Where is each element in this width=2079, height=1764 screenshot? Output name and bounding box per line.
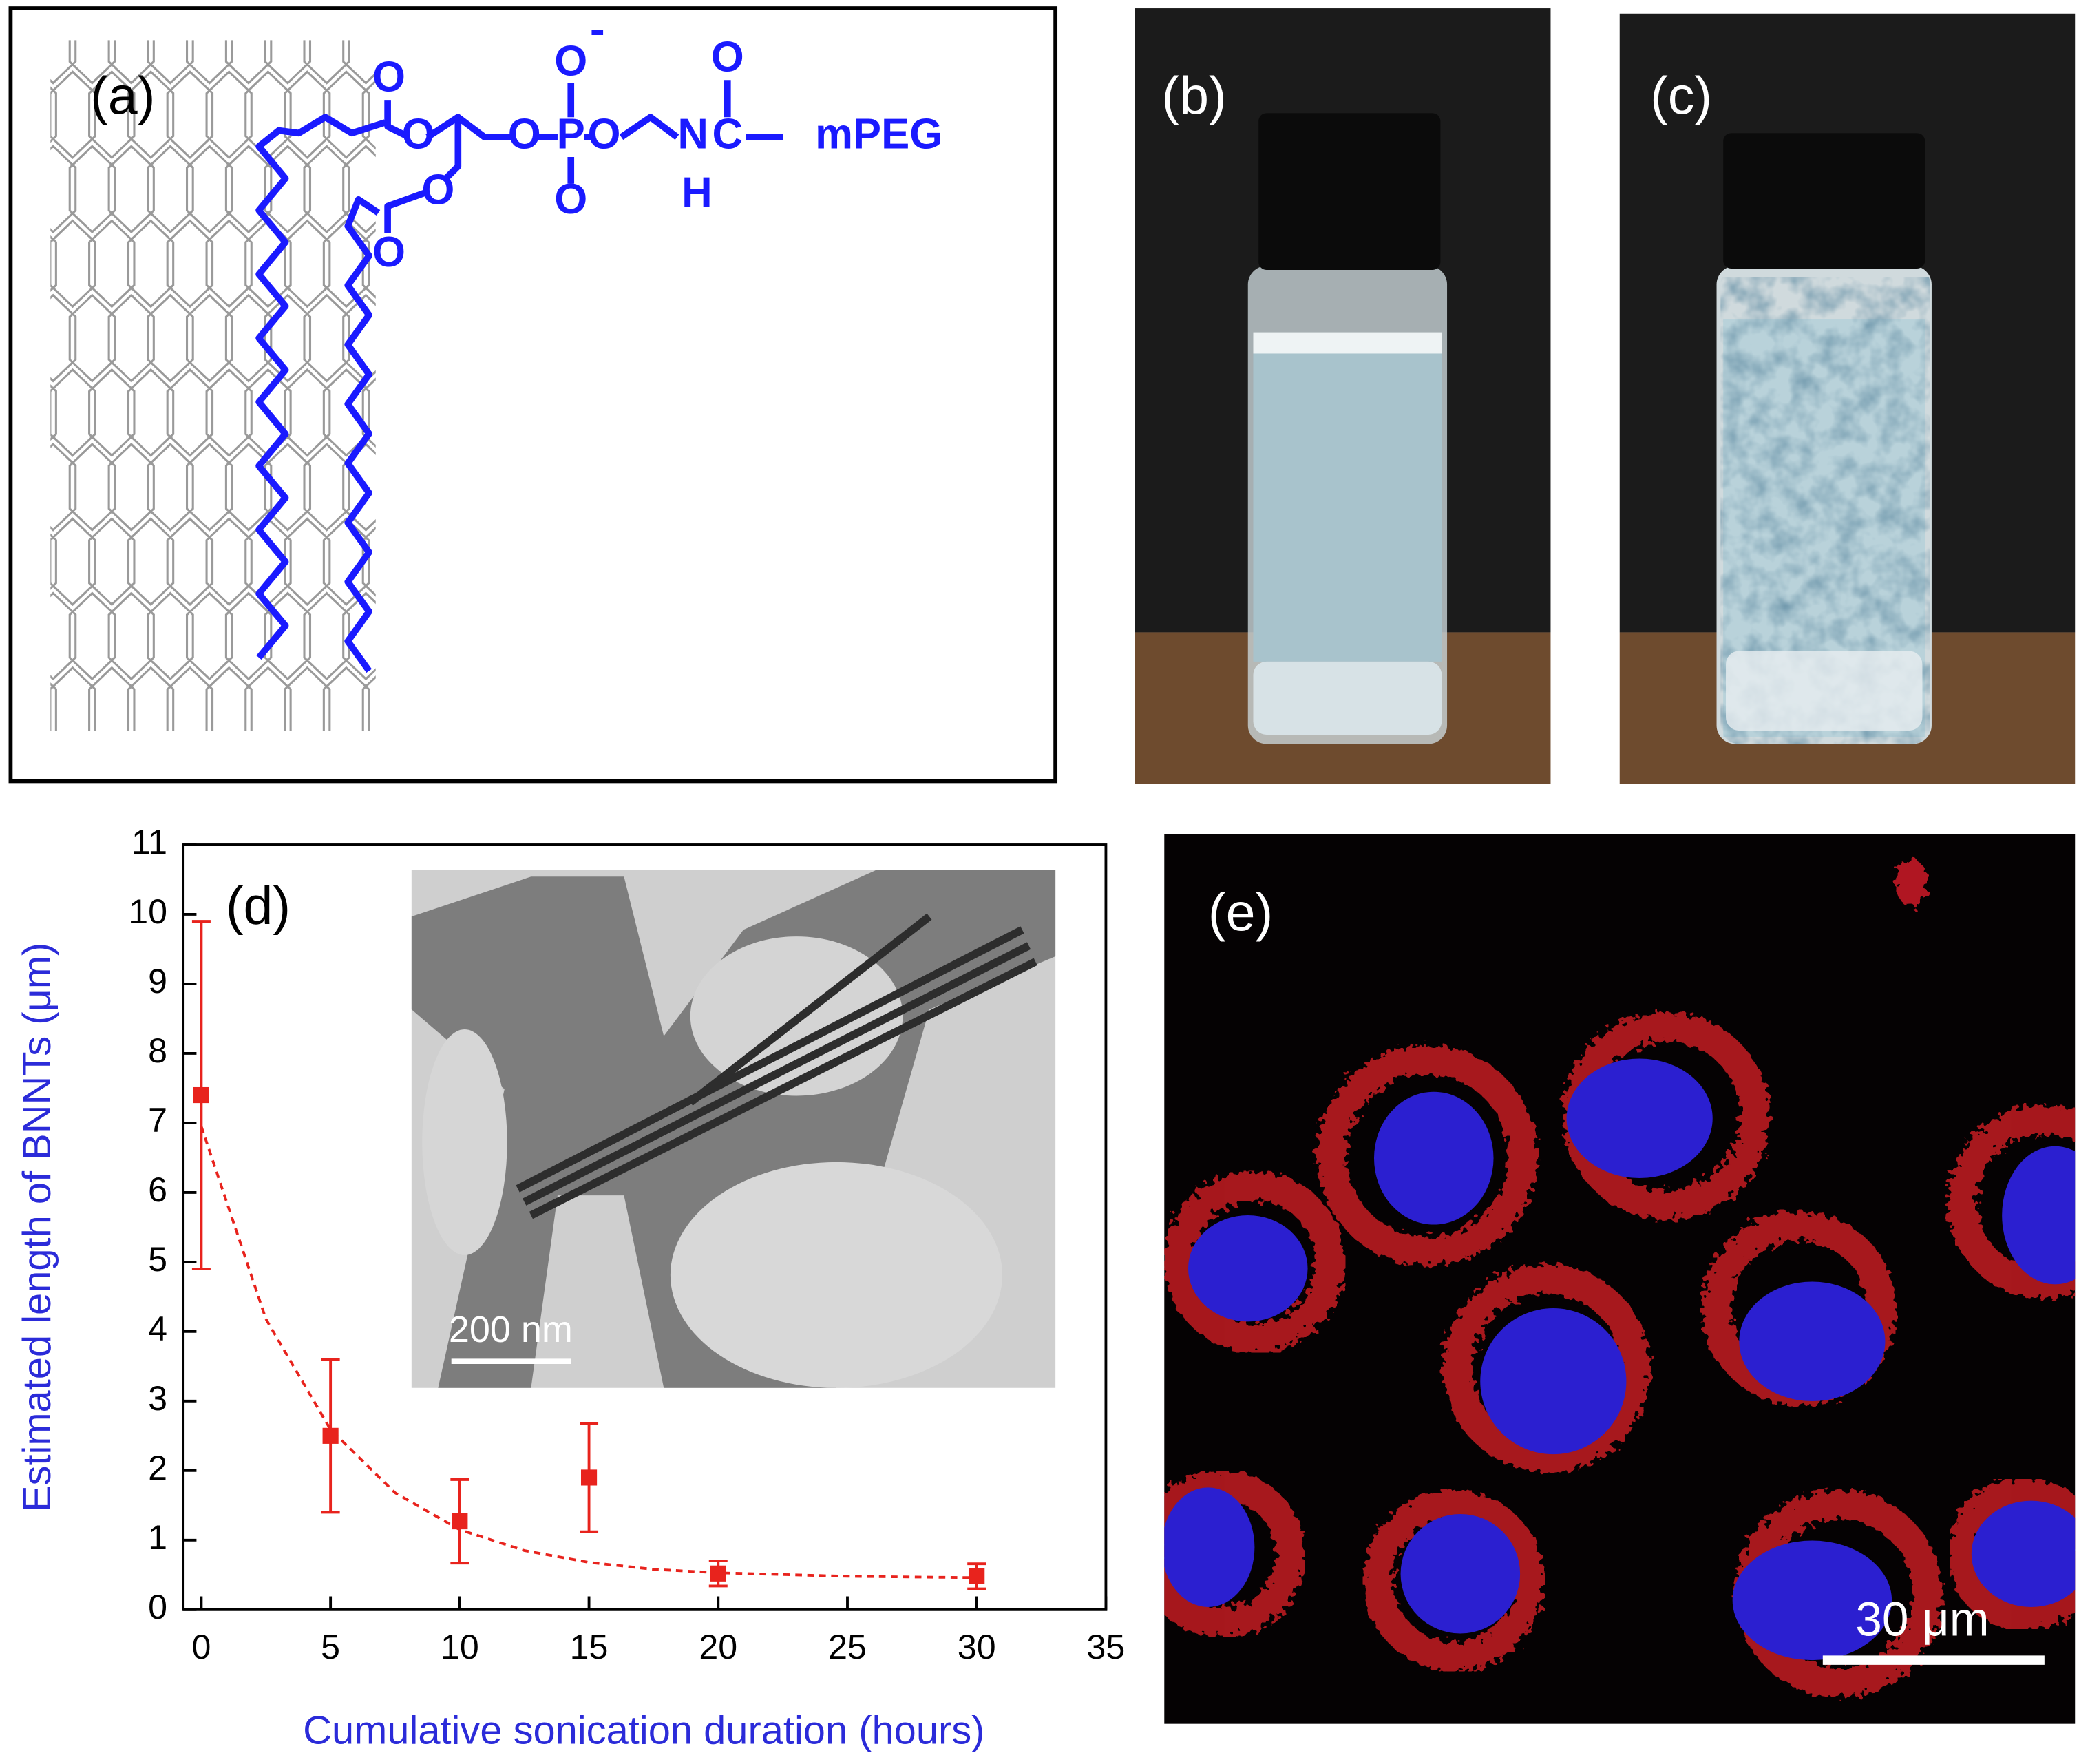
- chain: [255, 114, 386, 660]
- atom-label: P: [557, 110, 585, 158]
- panel-d: 200 nm (d) Cumulative sonication duratio…: [15, 823, 1125, 1752]
- cell-nucleus: [1480, 1308, 1627, 1455]
- atom-label: O: [508, 110, 541, 158]
- panel-label: (d): [226, 876, 291, 936]
- panel-e: 30 μm (e): [1164, 834, 2076, 1724]
- cell-nucleus: [1373, 1091, 1494, 1225]
- x-tick-label: 35: [1087, 1628, 1126, 1666]
- cell-membrane: [1443, 1264, 1651, 1472]
- atom-label: O: [372, 229, 405, 276]
- cell-membrane: [1363, 1490, 1544, 1671]
- vial-liquid: [1253, 348, 1442, 662]
- y-tick-label: 2: [148, 1449, 167, 1487]
- y-tick-label: 8: [148, 1031, 167, 1070]
- atom-label: O: [421, 166, 454, 213]
- lattice-hexagons: [50, 40, 376, 731]
- vial-cap: [1723, 133, 1925, 269]
- x-tick-label: 25: [828, 1628, 867, 1666]
- vial-bottom: [1726, 651, 1923, 731]
- x-axis-label: Cumulative sonication duration (hours): [303, 1708, 984, 1752]
- atom-label: O: [401, 110, 434, 158]
- cell-nucleus: [1732, 1540, 1892, 1661]
- vial-bottom: [1253, 661, 1442, 735]
- cell-nucleus: [1971, 1500, 2076, 1607]
- panel-label: (c): [1650, 67, 1712, 126]
- atom-label: mPEG: [815, 110, 942, 158]
- y-tick-label: 7: [148, 1101, 167, 1140]
- atom-label: H: [682, 169, 713, 216]
- x-tick-label: 5: [321, 1628, 340, 1666]
- data-point: [193, 1086, 209, 1104]
- x-tick-label: 30: [958, 1628, 996, 1666]
- bonds: [425, 114, 511, 140]
- y-tick-label: 10: [129, 892, 167, 931]
- charge-label: -: [590, 3, 605, 54]
- y-tick-label: 11: [131, 823, 167, 861]
- inset-hole: [422, 1029, 507, 1255]
- panel-frame: [8, 6, 1058, 784]
- panel-label: (e): [1208, 883, 1273, 943]
- atom-label: N: [677, 110, 708, 158]
- meniscus: [1253, 332, 1442, 354]
- cell-nucleus: [1188, 1215, 1308, 1322]
- x-tick-label: 0: [191, 1628, 211, 1666]
- data-point: [710, 1565, 726, 1582]
- cell-membrane: [1948, 1476, 2076, 1631]
- cell-membrane: [1164, 1470, 1305, 1638]
- y-tick-label: 3: [148, 1379, 167, 1418]
- lipid-chains: [255, 80, 783, 673]
- panel-label: (b): [1161, 67, 1226, 126]
- atom-label: O: [554, 37, 587, 85]
- chain: [344, 196, 381, 673]
- y-tick-label: 6: [148, 1170, 167, 1209]
- y-tick-label: 0: [148, 1588, 167, 1626]
- data-point: [322, 1427, 339, 1444]
- data-point: [452, 1513, 468, 1530]
- y-tick-label: 1: [148, 1518, 167, 1557]
- tem-inset: 200 nm: [411, 870, 1056, 1388]
- atom-label: O: [587, 110, 620, 158]
- cell-nucleus: [1164, 1487, 1255, 1607]
- data-point: [969, 1568, 985, 1584]
- red-spot: [1895, 859, 1928, 907]
- bonds: [384, 100, 411, 140]
- scale-bar-label: 30 μm: [1855, 1592, 1989, 1646]
- atom-label: O: [372, 53, 405, 101]
- panel-c: (c): [1619, 13, 2076, 784]
- bonds: [384, 189, 426, 233]
- fit-curve: [200, 1126, 977, 1579]
- plot-frame: [182, 843, 1108, 1611]
- x-tick-label: 20: [699, 1628, 737, 1666]
- inset-hole: [670, 1162, 1003, 1388]
- data-point: [580, 1469, 598, 1486]
- cell-membrane: [1948, 1105, 2076, 1299]
- bonds: [619, 114, 679, 140]
- bonds: [442, 117, 462, 182]
- cell-membrane: [1164, 1171, 1345, 1352]
- vial-cap: [1258, 113, 1441, 270]
- cell-nucleus: [1400, 1513, 1521, 1634]
- y-tick-label: 9: [148, 962, 167, 1000]
- cell-nucleus: [1566, 1058, 1713, 1179]
- panel-b: (b): [1135, 8, 1551, 784]
- nanotube-lattice: [50, 40, 376, 731]
- cells: [1164, 859, 2076, 1698]
- panel-label: (a): [90, 67, 155, 126]
- atom-label: O: [554, 176, 587, 223]
- y-tick-label: 5: [148, 1240, 167, 1279]
- cell-nucleus: [1739, 1281, 1886, 1402]
- x-tick-label: 10: [441, 1628, 479, 1666]
- cell-nucleus: [2002, 1146, 2076, 1285]
- x-tick-label: 15: [570, 1628, 609, 1666]
- atom-label: O: [711, 34, 744, 81]
- atom-label: C: [713, 110, 743, 158]
- y-tick-label: 4: [148, 1310, 167, 1348]
- inset-scale-label: 200 nm: [449, 1309, 573, 1350]
- y-axis-label: Estimated length of BNNTs (μm): [15, 943, 59, 1512]
- inset-nanotubes: [516, 913, 1037, 1219]
- cell-membrane: [1317, 1045, 1538, 1266]
